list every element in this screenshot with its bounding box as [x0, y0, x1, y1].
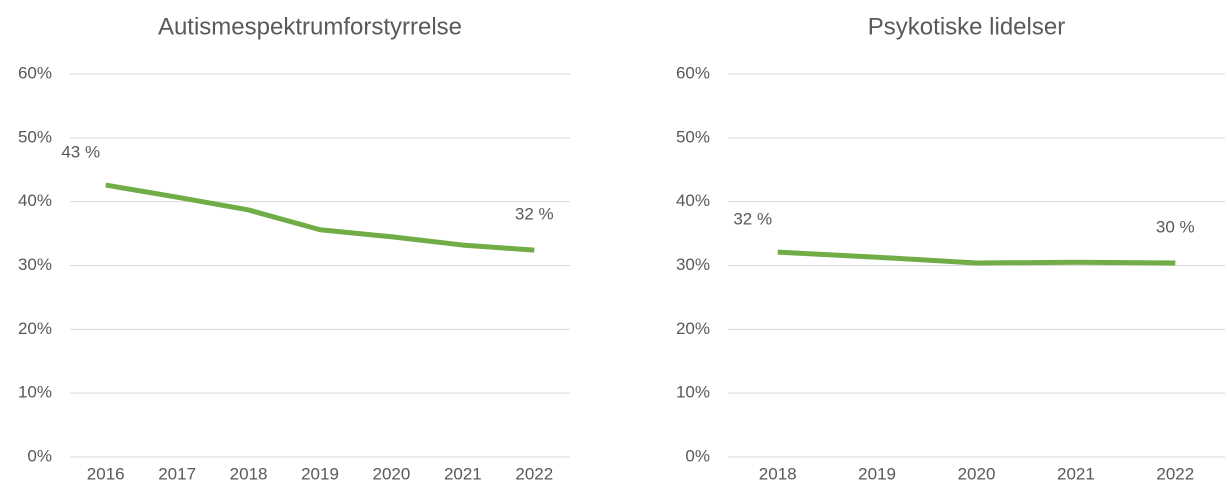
y-tick-label: 20%	[676, 319, 710, 338]
x-tick-label: 2020	[373, 464, 411, 483]
y-tick-label: 60%	[18, 63, 52, 82]
x-tick-label: 2016	[87, 464, 125, 483]
x-tick-label: 2018	[759, 464, 797, 483]
data-line	[777, 249, 1176, 266]
y-tick-label: 30%	[18, 255, 52, 274]
x-tick-label: 2022	[515, 464, 553, 483]
x-tick-label: 2019	[301, 464, 339, 483]
x-tick-label: 2017	[158, 464, 196, 483]
y-tick-label: 0%	[685, 446, 710, 465]
x-tick-label: 2021	[444, 464, 482, 483]
y-tick-label: 10%	[18, 383, 52, 402]
y-tick-label: 40%	[18, 191, 52, 210]
y-tick-label: 50%	[18, 127, 52, 146]
y-tick-label: 60%	[676, 63, 710, 82]
y-tick-label: 30%	[676, 255, 710, 274]
y-tick-label: 0%	[27, 446, 52, 465]
chart-title: Psykotiske lidelser	[868, 13, 1065, 40]
y-tick-label: 40%	[676, 191, 710, 210]
x-tick-label: 2021	[1057, 464, 1095, 483]
data-line	[105, 182, 535, 253]
x-tick-label: 2019	[858, 464, 896, 483]
chart-title: Autismespektrumforstyrrelse	[158, 13, 462, 40]
data-label: 43 %	[61, 143, 100, 162]
y-tick-label: 10%	[676, 383, 710, 402]
data-label: 30 %	[1156, 217, 1195, 236]
data-label: 32 %	[733, 210, 772, 229]
data-label: 32 %	[515, 205, 554, 224]
x-tick-label: 2018	[230, 464, 268, 483]
y-tick-label: 20%	[18, 319, 52, 338]
x-tick-label: 2022	[1156, 464, 1194, 483]
x-tick-label: 2020	[958, 464, 996, 483]
y-tick-label: 50%	[676, 127, 710, 146]
